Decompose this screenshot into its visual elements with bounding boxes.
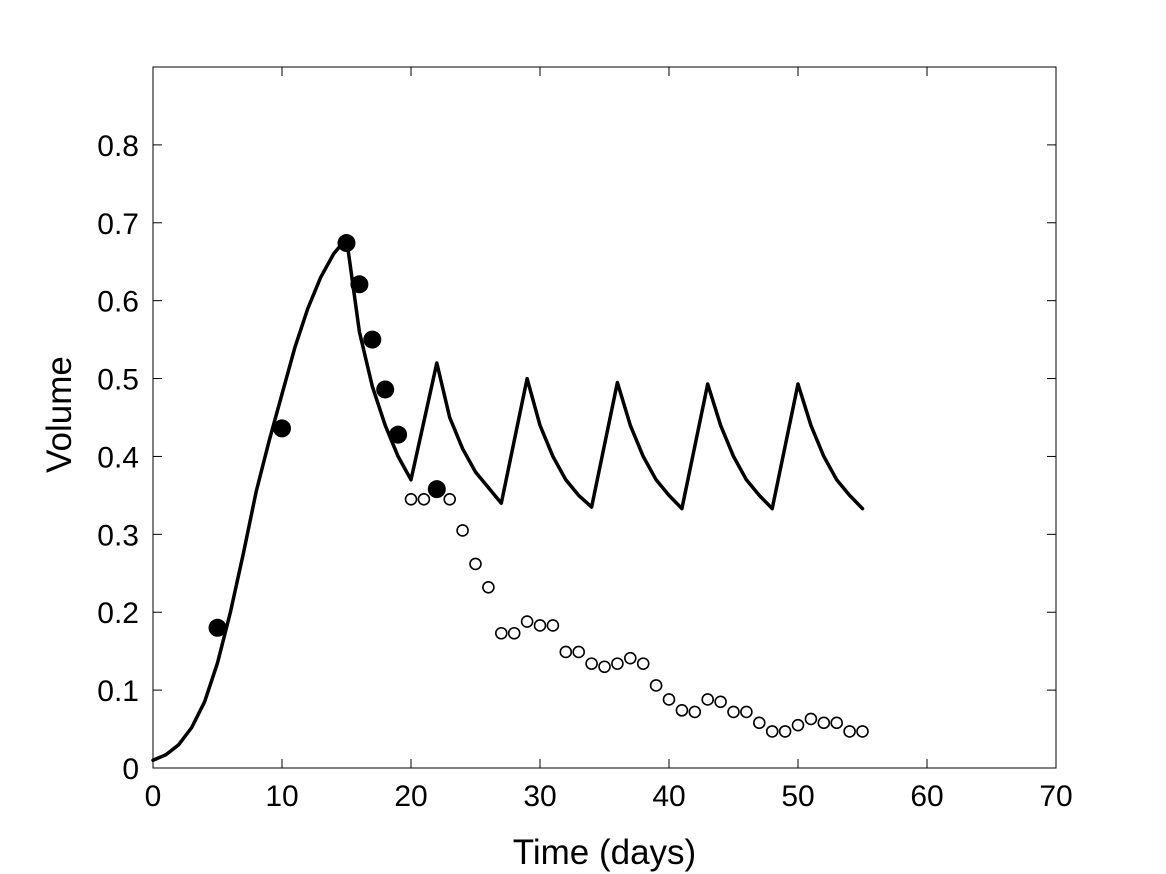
open-data-point — [572, 645, 586, 659]
open-data-point — [856, 725, 869, 738]
x-tick-label: 30 — [523, 780, 556, 813]
open-data-point — [675, 704, 689, 717]
open-data-point — [804, 712, 818, 726]
tick-labels: 0 10 20 30 40 50 60 70 0 0.1 0.2 0.3 0.4 0.5 0.6 0.7 0.8 — [97, 130, 1072, 813]
open-data-point — [443, 492, 457, 506]
y-tick-label: 0.6 — [97, 286, 139, 319]
open-data-point — [765, 725, 779, 738]
open-data-point — [830, 716, 844, 730]
open-data-point — [456, 524, 469, 537]
open-data-point — [507, 626, 521, 640]
y-tick-label: 0.1 — [97, 675, 139, 708]
x-tick-label: 0 — [145, 780, 162, 813]
x-tick-label: 50 — [781, 780, 814, 813]
open-data-point — [817, 716, 831, 730]
open-data-point — [417, 492, 431, 506]
y-tick-label: 0.4 — [97, 441, 139, 474]
open-data-point — [482, 580, 495, 594]
open-data-point — [585, 657, 598, 670]
y-tick-label: 0.2 — [97, 597, 139, 630]
open-data-point — [791, 718, 805, 732]
x-tick-label: 40 — [652, 780, 685, 813]
filled-data-point — [208, 618, 227, 637]
open-data-point — [598, 660, 611, 674]
filled-data-point — [376, 380, 395, 399]
y-axis-title: Volume — [40, 356, 79, 473]
y-tick-label: 0.8 — [97, 130, 139, 163]
open-data-point — [623, 651, 637, 665]
filled-data-point — [350, 275, 369, 294]
open-data-point — [714, 695, 727, 709]
open-data-point — [404, 492, 418, 506]
y-tick-label: 0.3 — [97, 519, 139, 552]
open-data-point — [752, 716, 766, 730]
plot-frame — [152, 66, 1057, 769]
x-tick-label: 70 — [1039, 780, 1072, 813]
y-tick-label: 0 — [122, 753, 139, 786]
open-data-point — [494, 626, 508, 640]
series-layer — [151, 234, 869, 762]
model-line — [151, 236, 865, 762]
open-data-point — [559, 645, 573, 659]
x-tick-label: 60 — [910, 780, 943, 813]
open-data-point — [533, 619, 547, 632]
open-data-point — [662, 693, 676, 706]
open-data-point — [469, 557, 482, 571]
open-data-point — [727, 705, 740, 719]
filled-data-point — [427, 480, 446, 499]
open-data-point — [546, 619, 560, 632]
y-tick-label: 0.7 — [97, 208, 139, 241]
open-data-point — [843, 725, 856, 738]
open-data-point — [740, 705, 753, 719]
x-tick-label: 10 — [265, 780, 298, 813]
open-data-point — [611, 657, 624, 670]
open-data-point — [688, 705, 702, 719]
filled-data-point — [273, 419, 291, 438]
x-axis-title: Time (days) — [513, 833, 696, 872]
x-tick-label: 20 — [394, 780, 427, 813]
open-data-point — [778, 725, 792, 738]
open-data-point — [649, 679, 663, 692]
filled-data-point — [389, 425, 408, 444]
open-data-point — [701, 693, 715, 706]
open-data-point — [636, 657, 650, 670]
filled-data-point — [363, 330, 382, 349]
open-data-point — [520, 615, 534, 628]
filled-data-point — [337, 234, 356, 253]
y-tick-label: 0.5 — [97, 364, 139, 397]
